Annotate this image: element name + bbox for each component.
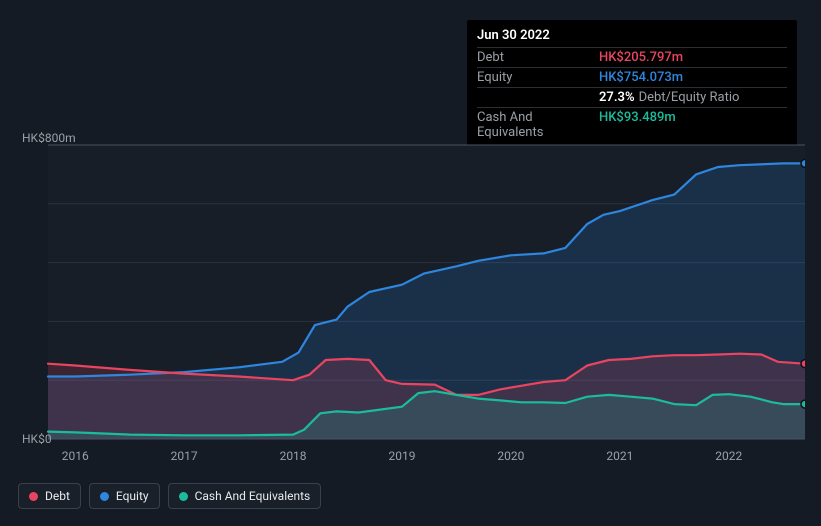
x-axis-label: 2019	[388, 449, 415, 463]
x-axis-label: 2020	[497, 449, 524, 463]
debt-equity-chart: HK$800m HK$0 2016 2017 2018 2019 2020 2021 2022	[18, 125, 805, 465]
y-axis-label: HK$800m	[22, 131, 76, 145]
legend-dot-icon	[179, 492, 188, 501]
legend-label: Debt	[45, 489, 70, 503]
legend-item[interactable]: Debt	[18, 483, 81, 509]
tooltip-row: 27.3%Debt/Equity Ratio	[477, 87, 787, 107]
tooltip-row: EquityHK$754.073m	[477, 67, 787, 87]
x-axis-label: 2021	[606, 449, 633, 463]
legend-item[interactable]: Equity	[89, 483, 160, 509]
legend: Debt Equity Cash And Equivalents	[18, 483, 321, 509]
tooltip-row-label	[477, 90, 599, 105]
chart-canvas	[18, 125, 805, 465]
legend-dot-icon	[29, 492, 38, 501]
tooltip-row-label: Equity	[477, 70, 599, 85]
tooltip-row: DebtHK$205.797m	[477, 47, 787, 67]
legend-item[interactable]: Cash And Equivalents	[168, 483, 322, 509]
tooltip-row-ratio: 27.3%Debt/Equity Ratio	[599, 90, 739, 105]
tooltip-row-value: HK$754.073m	[599, 70, 683, 85]
x-axis-label: 2017	[171, 449, 198, 463]
x-axis-label: 2022	[715, 449, 742, 463]
legend-dot-icon	[100, 492, 109, 501]
y-axis-label: HK$0	[22, 432, 52, 446]
x-axis-label: 2018	[280, 449, 307, 463]
tooltip-row-value: HK$205.797m	[599, 50, 683, 65]
tooltip-row-label: Debt	[477, 50, 599, 65]
legend-label: Equity	[116, 489, 149, 503]
tooltip-date: Jun 30 2022	[477, 26, 787, 47]
legend-label: Cash And Equivalents	[195, 489, 311, 503]
x-axis-label: 2016	[62, 449, 89, 463]
